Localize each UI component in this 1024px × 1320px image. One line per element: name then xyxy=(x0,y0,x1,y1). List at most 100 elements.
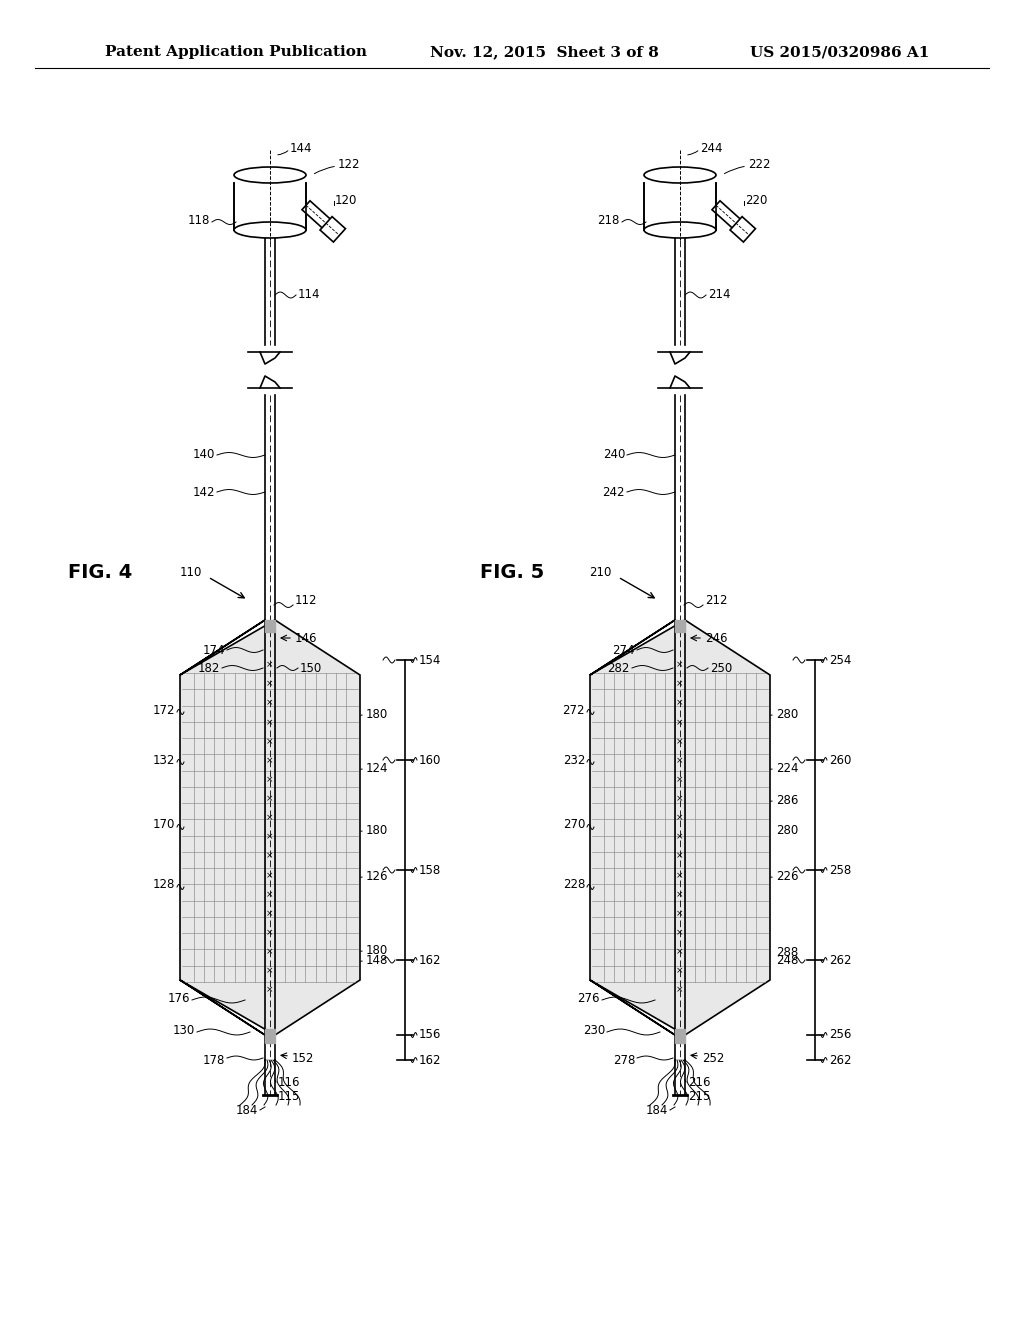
Text: 178: 178 xyxy=(203,1053,225,1067)
Polygon shape xyxy=(730,216,756,242)
Text: 228: 228 xyxy=(562,879,585,891)
Text: 280: 280 xyxy=(776,824,799,837)
Text: 224: 224 xyxy=(776,762,799,775)
Text: 215: 215 xyxy=(688,1089,711,1102)
Text: 120: 120 xyxy=(335,194,357,206)
Text: ×: × xyxy=(266,680,273,689)
Text: 286: 286 xyxy=(776,793,799,807)
Text: 172: 172 xyxy=(153,704,175,717)
Text: 252: 252 xyxy=(702,1052,724,1064)
Text: 180: 180 xyxy=(366,944,388,957)
Text: 242: 242 xyxy=(602,486,625,499)
Text: ×: × xyxy=(266,775,273,784)
Text: 116: 116 xyxy=(278,1076,300,1089)
Text: ×: × xyxy=(676,756,684,766)
Text: 112: 112 xyxy=(295,594,317,607)
Text: ×: × xyxy=(676,660,684,669)
Text: 162: 162 xyxy=(419,1053,441,1067)
Text: 154: 154 xyxy=(419,653,441,667)
Text: 148: 148 xyxy=(366,953,388,966)
FancyBboxPatch shape xyxy=(644,176,716,230)
FancyBboxPatch shape xyxy=(234,176,306,230)
Text: 128: 128 xyxy=(153,879,175,891)
Text: ×: × xyxy=(676,909,684,917)
Text: 115: 115 xyxy=(278,1089,300,1102)
Text: 160: 160 xyxy=(419,754,441,767)
Polygon shape xyxy=(302,201,337,234)
Text: 214: 214 xyxy=(708,289,730,301)
Text: 248: 248 xyxy=(776,953,799,966)
Text: ×: × xyxy=(266,756,273,766)
Text: 262: 262 xyxy=(829,1053,852,1067)
Text: ×: × xyxy=(266,890,273,899)
Text: ×: × xyxy=(676,775,684,784)
Ellipse shape xyxy=(644,168,716,183)
Text: ×: × xyxy=(266,871,273,880)
Text: 256: 256 xyxy=(829,1028,851,1041)
Text: 140: 140 xyxy=(193,449,215,462)
Text: 274: 274 xyxy=(612,644,635,656)
Text: ×: × xyxy=(266,833,273,842)
Text: ×: × xyxy=(266,966,273,975)
Text: 114: 114 xyxy=(298,289,321,301)
Text: 246: 246 xyxy=(705,631,727,644)
Text: 278: 278 xyxy=(612,1053,635,1067)
Text: ×: × xyxy=(266,928,273,937)
Polygon shape xyxy=(712,201,746,234)
Text: 212: 212 xyxy=(705,594,727,607)
Text: 142: 142 xyxy=(193,486,215,499)
Text: 126: 126 xyxy=(366,870,388,883)
Text: 222: 222 xyxy=(748,158,770,172)
Text: ×: × xyxy=(266,737,273,746)
Text: 262: 262 xyxy=(829,953,852,966)
Text: 132: 132 xyxy=(153,754,175,767)
Text: 162: 162 xyxy=(419,953,441,966)
Ellipse shape xyxy=(644,222,716,238)
Text: 174: 174 xyxy=(203,644,225,656)
Text: ×: × xyxy=(266,986,273,994)
Polygon shape xyxy=(590,620,770,1035)
Text: 150: 150 xyxy=(300,661,323,675)
Text: 244: 244 xyxy=(700,141,723,154)
Text: ×: × xyxy=(266,851,273,861)
Text: 230: 230 xyxy=(583,1023,605,1036)
Text: ×: × xyxy=(676,833,684,842)
Text: ×: × xyxy=(676,966,684,975)
Text: 180: 180 xyxy=(366,824,388,837)
Text: ×: × xyxy=(266,718,273,727)
Text: 258: 258 xyxy=(829,863,851,876)
Text: 226: 226 xyxy=(776,870,799,883)
Text: 254: 254 xyxy=(829,653,851,667)
Text: ×: × xyxy=(266,948,273,956)
Text: 110: 110 xyxy=(179,566,202,579)
Text: 158: 158 xyxy=(419,863,441,876)
Text: ×: × xyxy=(676,718,684,727)
Text: ×: × xyxy=(266,698,273,708)
Text: Nov. 12, 2015  Sheet 3 of 8: Nov. 12, 2015 Sheet 3 of 8 xyxy=(430,45,658,59)
Text: 118: 118 xyxy=(187,214,210,227)
Polygon shape xyxy=(180,620,360,1035)
Text: US 2015/0320986 A1: US 2015/0320986 A1 xyxy=(750,45,930,59)
Text: ×: × xyxy=(676,890,684,899)
Text: 280: 280 xyxy=(776,708,799,721)
Text: 232: 232 xyxy=(562,754,585,767)
Text: 260: 260 xyxy=(829,754,851,767)
Polygon shape xyxy=(265,620,275,632)
Text: 124: 124 xyxy=(366,762,388,775)
Text: ×: × xyxy=(676,928,684,937)
Text: 152: 152 xyxy=(292,1052,314,1064)
Text: 144: 144 xyxy=(290,141,312,154)
Polygon shape xyxy=(675,620,685,632)
Text: ×: × xyxy=(676,948,684,956)
Text: 184: 184 xyxy=(236,1104,258,1117)
Text: 176: 176 xyxy=(168,991,190,1005)
Text: 282: 282 xyxy=(607,661,630,675)
Text: 288: 288 xyxy=(776,945,799,958)
Text: ×: × xyxy=(676,986,684,994)
Text: 220: 220 xyxy=(745,194,767,206)
Text: 122: 122 xyxy=(338,158,360,172)
Polygon shape xyxy=(321,216,345,242)
Text: 250: 250 xyxy=(710,661,732,675)
Text: ×: × xyxy=(676,680,684,689)
Text: Patent Application Publication: Patent Application Publication xyxy=(105,45,367,59)
